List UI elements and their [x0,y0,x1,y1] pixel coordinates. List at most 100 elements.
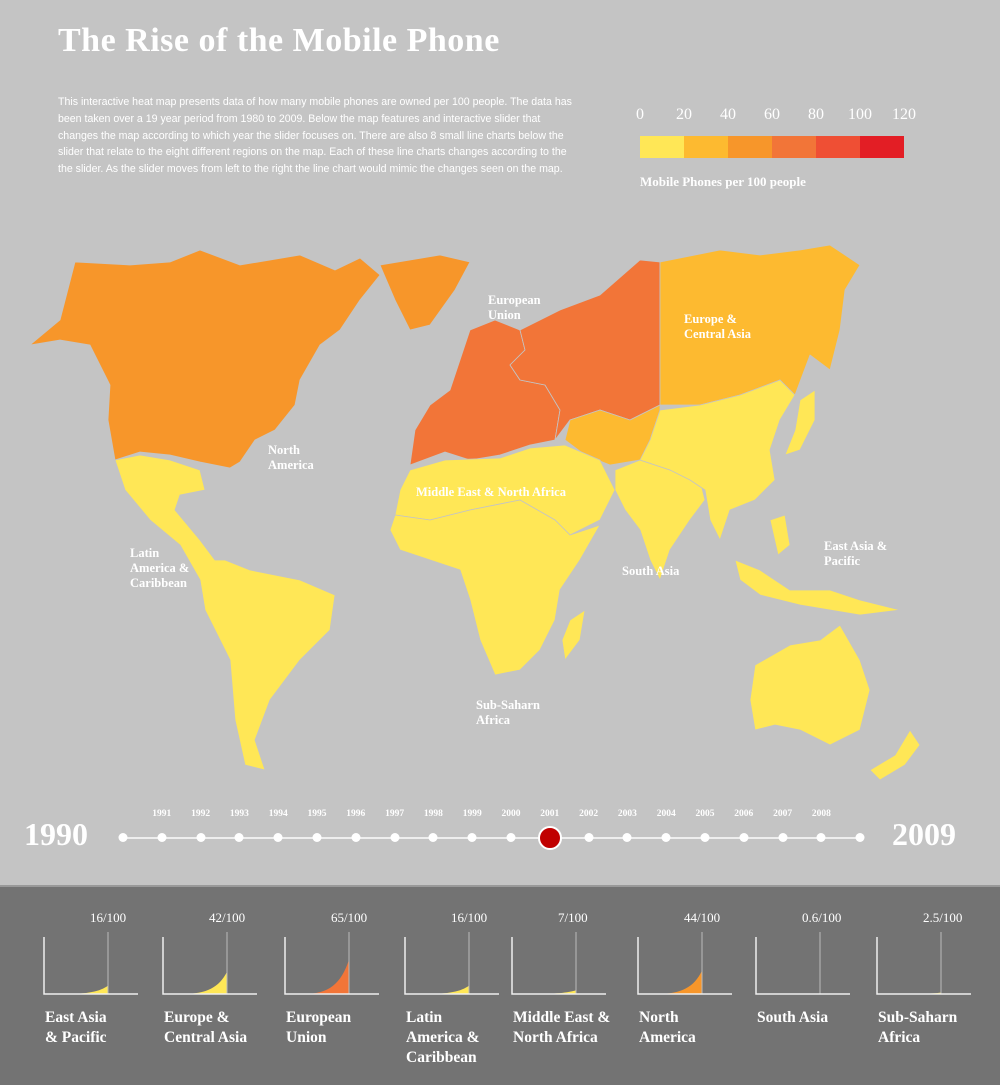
legend-color-bar [640,136,904,158]
slider-year-dot[interactable] [816,833,826,842]
mini-chart: 16/100 Latin America & Caribbean [404,887,514,1085]
slider-year-label[interactable]: 1998 [423,809,443,819]
legend-swatch [684,136,728,158]
legend-tick: 0 [636,106,644,123]
greenland [379,254,471,331]
mini-chart-axes [43,937,138,995]
slider-year-label[interactable]: 1992 [191,809,211,819]
mini-chart-value: 2.5/100 [923,910,963,925]
legend-swatch [640,136,684,158]
slider-year-label[interactable]: 2002 [579,809,599,819]
madagascar [561,609,586,661]
legend-tick: 100 [848,106,872,123]
mini-chart-region-name: East Asia & Pacific [45,1009,107,1046]
slider-year-dot[interactable] [273,833,283,842]
mini-line-chart [284,932,379,995]
slider-year-label[interactable]: 1997 [385,809,405,819]
slider-year-label[interactable]: 1991 [152,809,172,819]
slider-year-dot[interactable] [312,833,322,842]
slider-year-dot[interactable] [584,833,594,842]
mini-chart-region-name: European Union [286,1009,352,1046]
year-slider-track[interactable] [123,837,860,839]
legend-swatch [860,136,904,158]
legend-tick: 20 [676,106,692,123]
mini-chart-region-name: South Asia [757,1009,829,1026]
mini-chart: 42/100 Europe & Central Asia [162,887,272,1085]
mini-chart-axes [637,937,732,995]
region-latin-america[interactable] [114,454,336,771]
slider-year-label[interactable]: 2003 [617,809,637,819]
legend-label: Mobile Phones per 100 people [640,174,806,189]
mini-line-chart [162,932,257,995]
slider-handle[interactable] [537,826,562,850]
mini-chart-region-name: Sub-Saharn Africa [878,1009,958,1046]
mini-chart-region-name: Middle East & North Africa [513,1009,611,1046]
slider-year-label[interactable]: 1993 [229,809,249,819]
legend-tick: 40 [720,106,736,123]
slider-year-label[interactable]: 2004 [656,809,676,819]
slider-year-label[interactable]: 2000 [501,809,521,819]
mini-line-chart [404,932,499,995]
slider-year-label[interactable]: 2001 [540,809,560,819]
mini-chart-value: 44/100 [684,910,721,925]
slider-year-dot[interactable] [661,833,671,842]
region-sub-saharan-africa[interactable] [389,499,601,676]
page-title: The Rise of the Mobile Phone [58,22,500,59]
legend-tick: 60 [764,106,780,123]
slider-year-label[interactable]: 2007 [773,809,793,819]
australia[interactable] [749,624,871,746]
mini-chart-area [45,985,108,994]
intro-text: This interactive heat map presents data … [58,96,572,176]
slider-year-dot[interactable] [196,833,206,842]
slider-year-label[interactable]: 2005 [695,809,715,819]
slider-year-dot[interactable] [467,833,477,842]
slider-year-dot[interactable] [234,833,244,842]
mini-chart-value: 7/100 [558,910,588,925]
slider-end-year: 2009 [892,816,956,852]
legend-swatch [816,136,860,158]
slider-year-dot[interactable] [855,833,865,842]
mini-chart-value: 65/100 [331,910,368,925]
region-east-asia-pacific[interactable] [639,379,796,541]
slider-year-label[interactable]: 1994 [268,809,288,819]
slider-year-dot[interactable] [351,833,361,842]
mini-chart: 44/100 North America [637,887,747,1085]
mini-chart-axes [876,937,971,995]
mini-line-chart [511,932,606,995]
mini-line-chart [637,932,732,995]
slider-year-label[interactable]: 1995 [307,809,327,819]
mini-chart: 65/100 European Union [284,887,394,1085]
mini-chart-area [406,985,469,994]
slider-start-year: 1990 [24,816,88,852]
mini-line-chart [876,932,971,995]
new-zealand [869,729,921,781]
mini-line-chart [755,932,850,995]
slider-year-dot[interactable] [700,833,710,842]
mini-chart-axes [755,937,850,995]
slider-year-dot[interactable] [622,833,632,842]
region-north-america[interactable] [29,249,381,469]
slider-year-dot[interactable] [157,833,167,842]
slider-year-dot[interactable] [778,833,788,842]
slider-year-label[interactable]: 1999 [462,809,482,819]
slider-year-dot[interactable] [506,833,516,842]
mini-chart-area [286,959,349,994]
world-heat-map[interactable] [0,230,1000,790]
slider-year-label[interactable]: 1996 [346,809,366,819]
map-label-middle-east: Middle East & North Africa [416,485,566,499]
slider-year-dot[interactable] [739,833,749,842]
mini-chart-axes [404,937,499,995]
legend-swatch [728,136,772,158]
philippines [769,514,791,556]
slider-year-label[interactable]: 2008 [811,809,831,819]
map-label-south-asia: South Asia [622,564,680,578]
slider-year-dot[interactable] [390,833,400,842]
slider-year-dot[interactable] [118,833,128,842]
mini-chart-value: 16/100 [451,910,488,925]
map-label-european-union: European Union [488,293,541,322]
map-label-sub-saharan: Sub-Saharn Africa [476,698,540,727]
slider-year-label[interactable]: 2006 [734,809,754,819]
slider-year-dot[interactable] [428,833,438,842]
map-label-latin-america: Latin America & Caribbean [130,546,190,590]
